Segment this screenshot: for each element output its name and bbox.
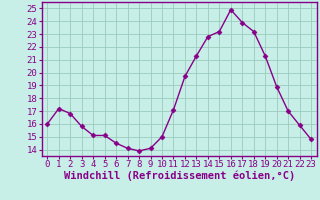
X-axis label: Windchill (Refroidissement éolien,°C): Windchill (Refroidissement éolien,°C)	[64, 171, 295, 181]
